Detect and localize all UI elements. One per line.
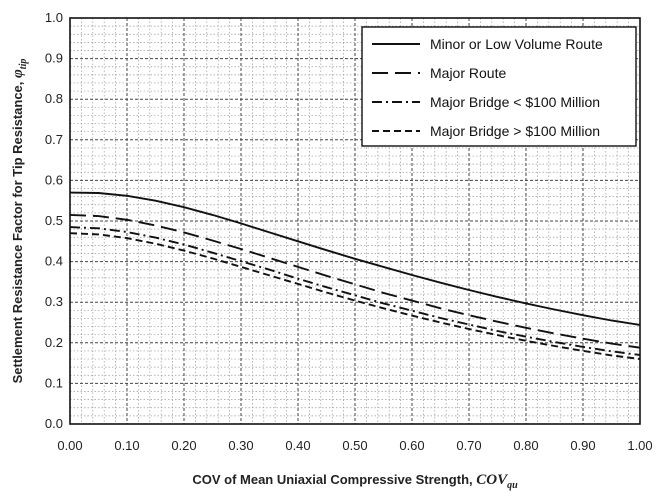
x-tick-label: 0.20	[171, 438, 196, 453]
legend-label: Minor or Low Volume Route	[430, 36, 603, 52]
x-tick-label: 0.50	[342, 438, 367, 453]
y-tick-label: 1.0	[45, 10, 63, 25]
x-tick-label: 0.30	[228, 438, 253, 453]
series-group	[69, 191, 641, 360]
x-tick-label: 0.10	[114, 438, 139, 453]
legend-label: Major Bridge > $100 Million	[430, 123, 600, 139]
x-tick-label: 0.00	[57, 438, 82, 453]
y-tick-label: 0.7	[45, 132, 63, 147]
legend-box	[361, 26, 637, 147]
y-tick-label: 0.4	[45, 254, 63, 269]
y-tick-labels: 0.0 0.1 0.2 0.3 0.4 0.5 0.6 0.7 0.8 0.9 1.0	[45, 10, 63, 431]
x-axis-title: COV of Mean Uniaxial Compressive Strengt…	[192, 472, 518, 491]
series-line	[69, 213, 641, 349]
y-tick-label: 0.6	[45, 172, 63, 187]
series-line	[69, 232, 641, 360]
legend-label: Major Bridge < $100 Million	[430, 94, 600, 110]
x-tick-label: 0.40	[285, 438, 310, 453]
x-tick-label: 1.00	[627, 438, 652, 453]
x-tick-label: 0.90	[570, 438, 595, 453]
plot-frame	[69, 17, 641, 425]
series-line	[69, 191, 641, 326]
y-tick-label: 0.5	[45, 213, 63, 228]
x-tick-labels: 0.00 0.10 0.20 0.30 0.40 0.50 0.60 0.70 0.80 0.90…	[57, 438, 652, 453]
y-tick-label: 0.9	[45, 51, 63, 66]
x-tick-label: 0.70	[456, 438, 481, 453]
series-line	[69, 226, 641, 356]
y-tick-label: 0.1	[45, 375, 63, 390]
x-tick-label: 0.60	[399, 438, 424, 453]
legend: Minor or Low Volume Route Major Route Majo…	[361, 26, 637, 147]
y-tick-label: 0.3	[45, 294, 63, 309]
legend-label: Major Route	[430, 65, 506, 81]
y-tick-label: 0.2	[45, 335, 63, 350]
x-tick-label: 0.80	[513, 438, 538, 453]
y-tick-label: 0.8	[45, 91, 63, 106]
y-axis-title: Settlement Resistance Factor for Tip Res…	[10, 59, 29, 384]
y-tick-label: 0.0	[45, 416, 63, 431]
